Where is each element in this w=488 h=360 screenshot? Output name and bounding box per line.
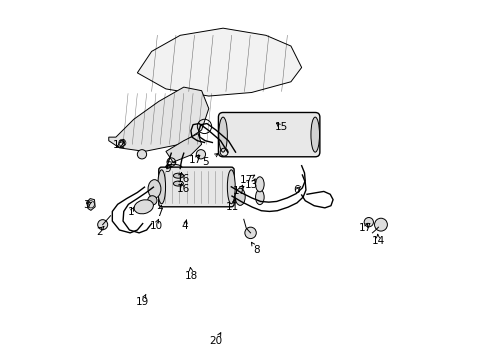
Ellipse shape bbox=[227, 170, 235, 204]
Ellipse shape bbox=[173, 181, 183, 186]
Text: 10: 10 bbox=[149, 221, 162, 231]
Text: 9: 9 bbox=[164, 164, 171, 174]
Circle shape bbox=[147, 196, 157, 205]
Polygon shape bbox=[165, 134, 201, 162]
Text: 16: 16 bbox=[176, 184, 189, 194]
Text: 7: 7 bbox=[156, 208, 163, 218]
Text: 17: 17 bbox=[358, 223, 371, 233]
Circle shape bbox=[137, 150, 146, 159]
Text: 18: 18 bbox=[184, 271, 198, 281]
Text: 2: 2 bbox=[96, 227, 102, 237]
Text: 17: 17 bbox=[240, 175, 253, 185]
Ellipse shape bbox=[157, 170, 165, 204]
Text: 1: 1 bbox=[128, 207, 134, 217]
Circle shape bbox=[364, 217, 373, 227]
Text: 17: 17 bbox=[188, 155, 202, 165]
Circle shape bbox=[98, 220, 107, 230]
Ellipse shape bbox=[134, 200, 153, 214]
Ellipse shape bbox=[164, 164, 183, 173]
Text: 6: 6 bbox=[292, 185, 299, 195]
Text: 14: 14 bbox=[371, 236, 384, 246]
Circle shape bbox=[244, 227, 256, 239]
Ellipse shape bbox=[310, 117, 319, 152]
Text: 20: 20 bbox=[209, 337, 222, 346]
Ellipse shape bbox=[255, 177, 264, 192]
Circle shape bbox=[374, 218, 386, 231]
Text: 12: 12 bbox=[113, 140, 126, 150]
Ellipse shape bbox=[148, 180, 161, 198]
Polygon shape bbox=[108, 87, 208, 152]
Text: 8: 8 bbox=[252, 245, 259, 255]
FancyBboxPatch shape bbox=[159, 167, 234, 207]
Text: 5: 5 bbox=[202, 157, 208, 167]
Text: 17: 17 bbox=[232, 186, 245, 196]
Polygon shape bbox=[137, 28, 301, 96]
FancyBboxPatch shape bbox=[218, 112, 319, 157]
Text: 11: 11 bbox=[225, 202, 239, 212]
Text: 15: 15 bbox=[274, 122, 288, 132]
Text: 13: 13 bbox=[244, 180, 258, 190]
Ellipse shape bbox=[218, 117, 227, 152]
Text: 16: 16 bbox=[176, 174, 189, 184]
Polygon shape bbox=[86, 199, 95, 210]
Circle shape bbox=[196, 150, 205, 159]
Text: 4: 4 bbox=[181, 221, 188, 231]
Ellipse shape bbox=[173, 173, 183, 178]
Text: 3: 3 bbox=[83, 200, 90, 210]
Ellipse shape bbox=[255, 190, 264, 204]
Ellipse shape bbox=[235, 188, 244, 205]
Text: 19: 19 bbox=[135, 297, 148, 307]
